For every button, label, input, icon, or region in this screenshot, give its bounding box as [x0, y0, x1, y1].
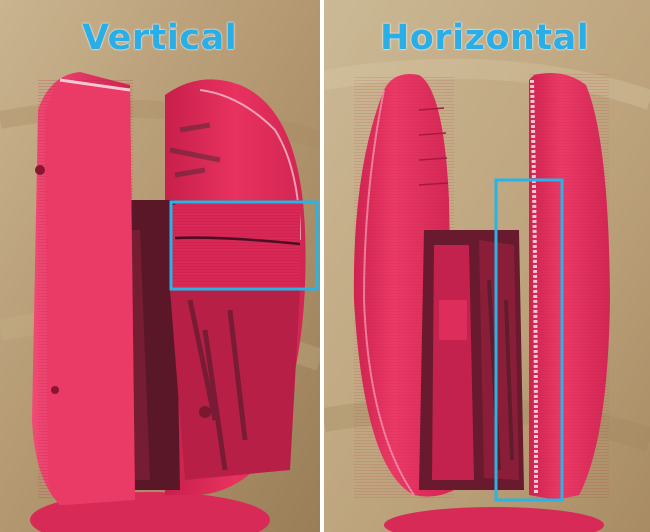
- panel-divider: [320, 0, 324, 532]
- vertical-photo: [0, 0, 320, 532]
- vertical-panel: Vertical: [0, 0, 320, 532]
- horizontal-label: Horizontal: [380, 18, 590, 58]
- horizontal-photo: [324, 0, 650, 532]
- horizontal-panel: Horizontal: [324, 0, 650, 532]
- defect-highlight-box: [494, 178, 564, 502]
- vertical-label: Vertical: [82, 18, 238, 58]
- mount-base: [384, 507, 604, 532]
- defect-highlight-box: [169, 200, 319, 291]
- left-disc-face: [45, 80, 135, 505]
